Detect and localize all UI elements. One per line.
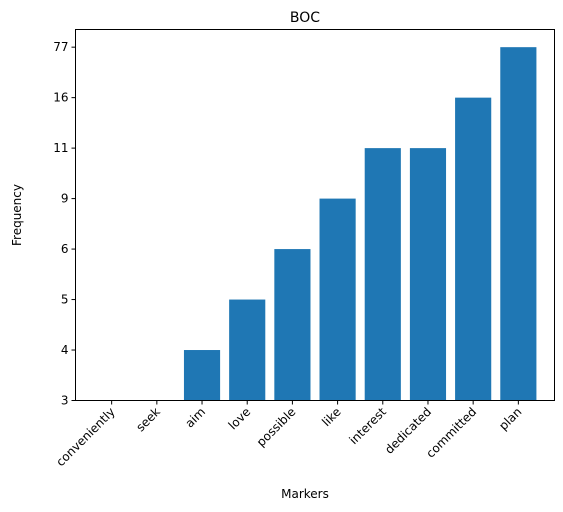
x-axis-label: Markers <box>281 487 329 501</box>
y-tick-label: 3 <box>61 394 69 408</box>
bar-interest <box>364 148 401 401</box>
y-tick-label: 11 <box>53 141 68 155</box>
bar-plan <box>500 47 537 401</box>
chart-title: BOC <box>290 10 320 26</box>
y-tick-label: 9 <box>61 192 69 206</box>
bar-aim <box>183 350 221 401</box>
y-axis-label: Frequency <box>10 184 24 246</box>
bar-possible <box>274 249 311 401</box>
y-axis-ticks: 3 4 5 6 9 11 16 77 <box>53 40 76 408</box>
bars-group <box>183 47 537 401</box>
bar-love <box>229 299 266 401</box>
y-tick-label: 16 <box>53 91 68 105</box>
y-tick-label: 4 <box>61 343 69 357</box>
bar-like <box>319 198 356 401</box>
y-tick-label: 77 <box>53 40 68 54</box>
y-tick-label: 5 <box>61 293 69 307</box>
y-tick-label: 6 <box>61 242 69 256</box>
plot-frame <box>75 29 555 401</box>
bar-committed <box>455 97 492 401</box>
bar-dedicated <box>409 148 447 401</box>
